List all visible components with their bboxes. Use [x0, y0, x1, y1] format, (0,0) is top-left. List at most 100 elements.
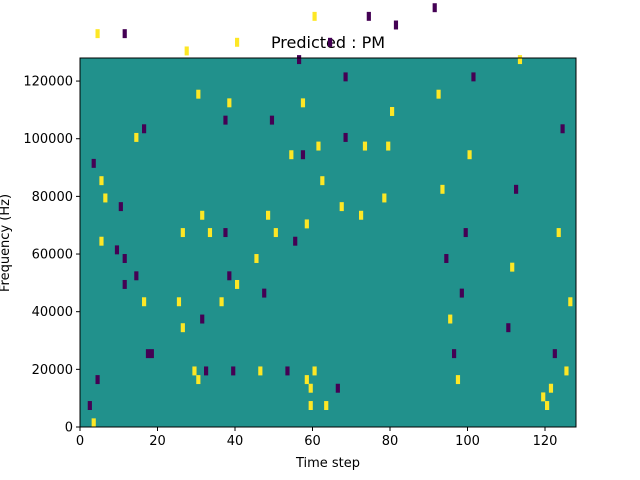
heatmap-cell: [455, 375, 461, 385]
y-tick-label: 20000: [32, 363, 73, 378]
heatmap-cell: [382, 193, 387, 203]
heatmap-cell: [149, 349, 154, 359]
heatmap-cell: [366, 11, 371, 21]
heatmap-cell: [91, 158, 96, 168]
heatmap-cell: [448, 314, 453, 324]
heatmap-cell: [285, 366, 290, 376]
heatmap-cell: [223, 115, 228, 125]
heatmap-cell: [289, 150, 294, 160]
y-tick-label: 80000: [32, 190, 73, 205]
heatmap-cell: [227, 271, 232, 281]
heatmap-cell: [134, 132, 139, 142]
heatmap-cell: [122, 29, 127, 39]
heatmap-cell: [510, 262, 515, 272]
x-axis-label: Time step: [295, 456, 360, 471]
y-tick-label: 60000: [32, 248, 73, 263]
heatmap-cell: [180, 323, 185, 333]
heatmap-cell: [312, 11, 317, 21]
heatmap-cell: [436, 89, 441, 99]
heatmap-cell: [320, 176, 325, 186]
heatmap-cell: [196, 89, 201, 99]
heatmap-cell: [444, 254, 449, 263]
x-tick-label: 100: [455, 434, 480, 449]
heatmap-cell: [304, 375, 309, 385]
heatmap-cell: [556, 228, 561, 238]
y-tick-label: 40000: [32, 305, 73, 320]
heatmap-cell: [386, 141, 391, 151]
y-tick-label: 100000: [23, 132, 73, 147]
x-tick-label: 0: [76, 434, 84, 449]
heatmap-cell: [204, 366, 209, 376]
heatmap-cell: [308, 383, 313, 393]
heatmap-cell: [200, 314, 205, 324]
heatmap-cell: [568, 297, 573, 307]
heatmap-cell: [200, 210, 205, 220]
heatmap-cell: [300, 150, 306, 160]
heatmap-cell: [564, 366, 569, 376]
heatmap-cell: [362, 141, 368, 151]
heatmap-cell: [560, 124, 565, 134]
y-tick-label: 0: [65, 421, 73, 436]
heatmap-cell: [517, 55, 523, 65]
heatmap-cell: [343, 72, 348, 82]
heatmap-cell: [99, 176, 104, 186]
heatmap-cell: [324, 401, 329, 410]
heatmap-cell: [235, 37, 240, 47]
heatmap-cell: [122, 254, 127, 263]
heatmap-cell: [184, 46, 189, 56]
heatmap-cell: [180, 228, 185, 238]
heatmap-cell: [262, 288, 267, 298]
x-tick-label: 20: [149, 434, 166, 449]
heatmap-cell: [440, 184, 445, 194]
heatmap-cell: [114, 245, 120, 255]
x-axis: 0 20 40 60 80 100 120: [76, 427, 558, 449]
heatmap-cell: [95, 375, 100, 385]
heatmap-cell: [87, 401, 92, 410]
heatmap-cell: [142, 124, 147, 134]
heatmap-cell: [99, 236, 104, 246]
heatmap-cell: [541, 392, 546, 402]
x-tick-label: 80: [382, 434, 399, 449]
heatmap-cell: [339, 202, 344, 212]
heatmap-cell: [545, 401, 550, 410]
heatmap-cell: [390, 107, 395, 116]
heatmap-cell: [142, 297, 147, 307]
heatmap-cell: [219, 297, 224, 307]
heatmap-cell: [297, 55, 302, 65]
y-axis-label: Frequency (Hz): [0, 194, 13, 292]
plot-area: [80, 3, 576, 428]
heatmap-cell: [343, 132, 348, 142]
heatmap-cell: [207, 228, 213, 238]
heatmap-cell: [359, 210, 364, 220]
heatmap-cell: [471, 72, 476, 82]
heatmap-cell: [312, 366, 317, 376]
heatmap-cell: [91, 418, 96, 428]
heatmap-cell: [552, 349, 557, 359]
heatmap-cell: [304, 219, 309, 229]
heatmap-background: [80, 58, 576, 427]
heatmap-cell: [335, 383, 340, 393]
heatmap-cell: [514, 184, 519, 194]
heatmap-cell: [231, 366, 236, 376]
x-tick-label: 120: [533, 434, 558, 449]
heatmap-cell: [258, 366, 263, 376]
heatmap-cell: [223, 228, 228, 238]
heatmap-cell: [463, 228, 468, 238]
heatmap-cell: [122, 279, 127, 289]
heatmap-cell: [227, 98, 232, 108]
heatmap-cell: [269, 115, 275, 125]
heatmap-cell: [459, 288, 464, 298]
heatmap-cell: [192, 366, 197, 376]
heatmap-cell: [134, 271, 139, 281]
heatmap-cell: [196, 375, 201, 385]
heatmap-cell: [235, 279, 240, 289]
x-tick-label: 60: [304, 434, 321, 449]
heatmap-cell: [300, 98, 306, 108]
heatmap-cell: [452, 349, 457, 359]
heatmap-cell: [176, 297, 182, 307]
y-axis: 0 20000 40000 60000 80000 100000 120000: [23, 75, 80, 436]
heatmap-cell: [316, 141, 321, 151]
heatmap-cell: [95, 29, 100, 39]
plot-frame: [79, 57, 577, 428]
